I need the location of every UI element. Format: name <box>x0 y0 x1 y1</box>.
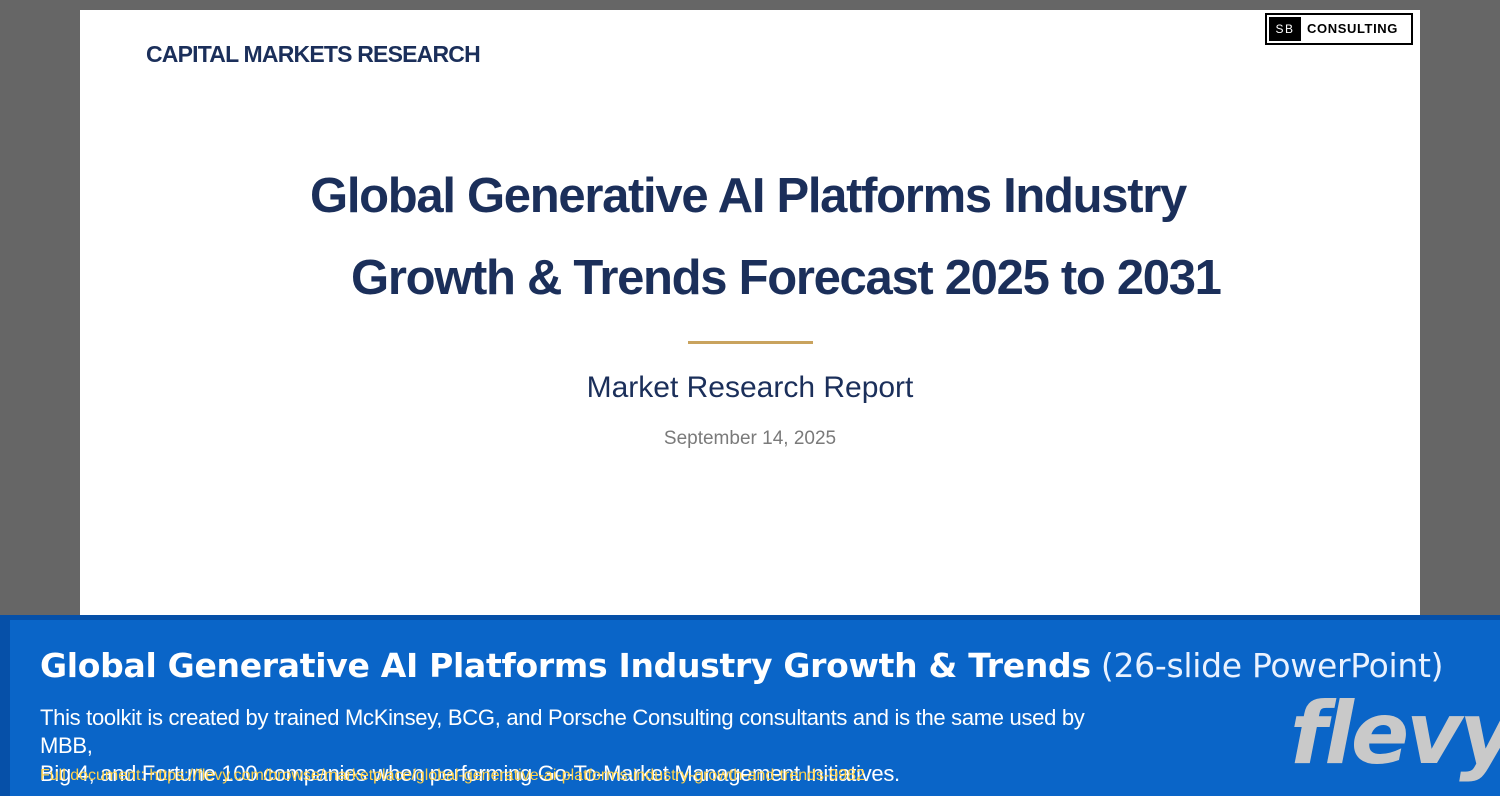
slide-title-line-1: Global Generative AI Platforms Industry <box>310 169 1187 223</box>
full-document-link[interactable]: Full document: https://flevy.com/browse/… <box>40 767 865 784</box>
title-divider <box>688 341 813 344</box>
banner-edge <box>0 620 10 796</box>
brand-label: CAPITAL MARKETS RESEARCH <box>146 41 481 67</box>
document-banner: Global Generative AI Platforms Industry … <box>0 615 1500 796</box>
slide-preview: CAPITAL MARKETS RESEARCH SB CONSULTING G… <box>80 10 1420 616</box>
banner-title-suffix: (26-slide PowerPoint) <box>1100 646 1444 685</box>
slide-title-line-2: Growth & Trends Forecast 2025 to 2031 <box>351 251 1222 305</box>
logo-text: CONSULTING <box>1307 21 1398 36</box>
report-date: September 14, 2025 <box>663 428 837 449</box>
banner-title: Global Generative AI Platforms Industry … <box>40 646 1444 685</box>
banner-description: This toolkit is created by trained McKin… <box>40 704 1100 788</box>
banner-description-line-1: This toolkit is created by trained McKin… <box>40 705 1085 758</box>
banner-description-line-2: Big 4, and Fortune 100 companies when pe… <box>40 761 900 786</box>
banner-title-main: Global Generative AI Platforms Industry … <box>40 646 1091 685</box>
sb-consulting-logo: SB CONSULTING <box>1265 13 1413 45</box>
slide-subtitle: Market Research Report <box>586 371 914 404</box>
flevy-logo[interactable]: flevy <box>1290 684 1500 784</box>
logo-mark: SB <box>1269 17 1301 41</box>
